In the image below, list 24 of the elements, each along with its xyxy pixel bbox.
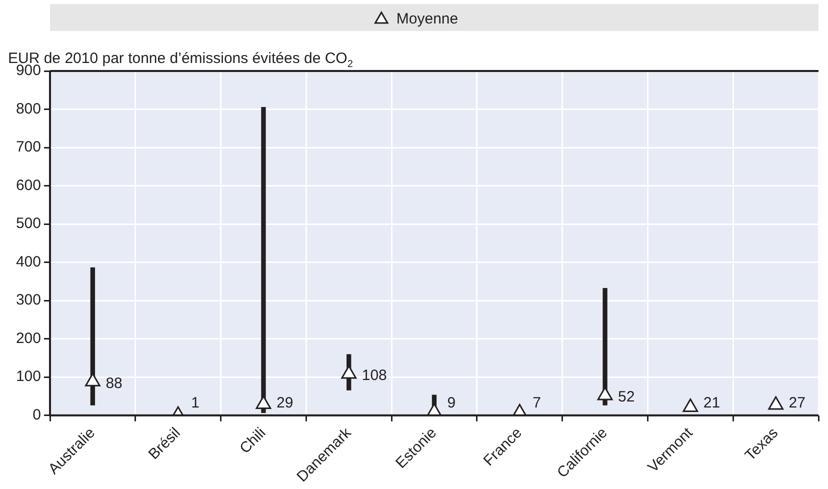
data-label: 21 xyxy=(703,394,720,412)
y-tick-label: 700 xyxy=(16,138,41,156)
data-label: 27 xyxy=(788,394,806,412)
y-tick-label: 0 xyxy=(32,406,41,424)
data-label: 108 xyxy=(362,367,387,384)
point xyxy=(682,398,698,412)
y-tick-label: 100 xyxy=(16,368,41,386)
y-tick-label: 500 xyxy=(16,215,41,232)
point xyxy=(256,396,272,409)
data-label: 7 xyxy=(532,394,541,412)
y-tick-label: 900 xyxy=(16,62,41,80)
y-tick-label: 400 xyxy=(16,253,41,270)
y-tick-label: 800 xyxy=(16,100,41,118)
y-tick-label: 600 xyxy=(16,176,41,194)
data-label: 29 xyxy=(276,394,294,412)
y-tick-label: 200 xyxy=(16,330,41,347)
x-tick-label: Chili xyxy=(236,424,270,458)
data-label: 52 xyxy=(618,388,635,406)
data-label: 88 xyxy=(106,374,122,392)
point xyxy=(768,396,784,410)
legend-label: Moyenne xyxy=(396,10,458,28)
data-label: 9 xyxy=(447,394,456,412)
y-tick-label: 300 xyxy=(16,292,41,309)
data-label: 1 xyxy=(191,394,200,412)
